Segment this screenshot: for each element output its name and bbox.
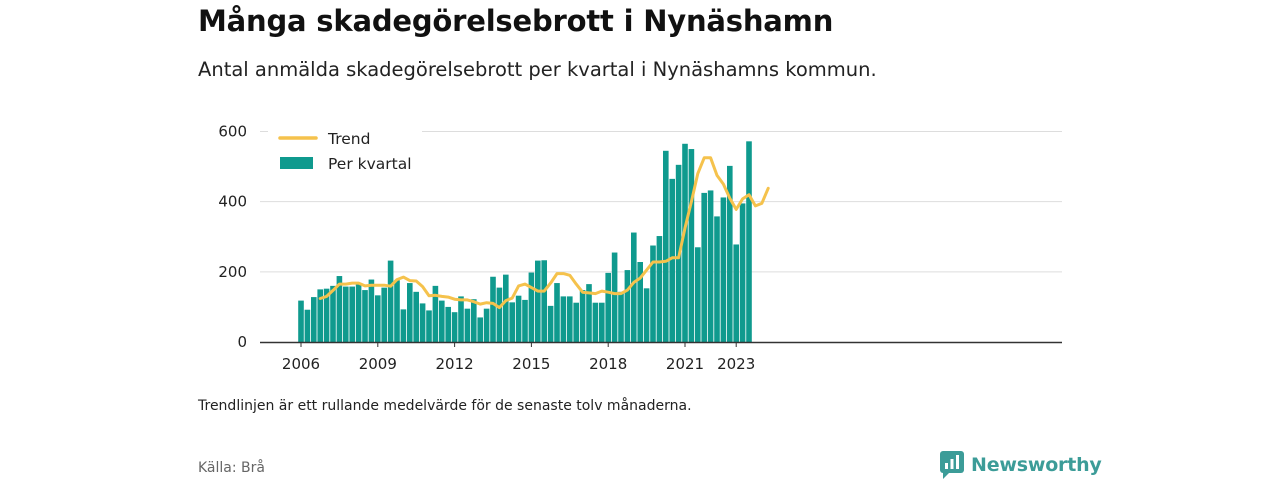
bar bbox=[688, 149, 695, 342]
bar bbox=[419, 303, 426, 342]
trend-note: Trendlinjen är ett rullande medelvärde f… bbox=[198, 398, 692, 414]
legend-bar-swatch bbox=[280, 157, 313, 169]
bar bbox=[445, 306, 451, 342]
brand-name: Newsworthy bbox=[971, 454, 1102, 476]
bar bbox=[528, 272, 535, 342]
bar bbox=[592, 302, 599, 342]
bar bbox=[387, 260, 394, 342]
x-tick-label: 2018 bbox=[589, 355, 627, 373]
x-tick-label: 2012 bbox=[436, 355, 474, 373]
bar bbox=[394, 280, 400, 342]
bar bbox=[746, 141, 752, 342]
chart-area: 0 200 400 600 2006 2009 2012 2015 2018 2021 2023 T… bbox=[218, 123, 1062, 373]
bar bbox=[464, 308, 471, 342]
bar bbox=[490, 276, 496, 342]
bar bbox=[400, 309, 407, 342]
bar bbox=[573, 302, 579, 342]
bar bbox=[368, 279, 375, 342]
bar bbox=[707, 190, 714, 342]
bar bbox=[656, 236, 663, 342]
bar bbox=[554, 283, 560, 342]
bar bbox=[330, 285, 336, 342]
bar bbox=[483, 308, 490, 342]
trend-line bbox=[318, 156, 770, 310]
bar bbox=[720, 197, 727, 342]
bar bbox=[682, 143, 688, 342]
bar bbox=[426, 310, 432, 342]
bar bbox=[727, 165, 733, 342]
bar bbox=[381, 287, 387, 342]
y-tick-label: 200 bbox=[218, 263, 247, 281]
bar bbox=[432, 285, 439, 342]
bar bbox=[375, 295, 381, 342]
bar bbox=[522, 299, 528, 342]
bar bbox=[298, 300, 304, 342]
bar bbox=[509, 302, 515, 342]
bar bbox=[560, 296, 567, 342]
bar bbox=[541, 260, 547, 342]
legend-bar-label: Per kvartal bbox=[328, 155, 412, 173]
bar bbox=[336, 276, 343, 342]
bar bbox=[362, 290, 368, 342]
chart-title: Många skadegörelsebrott i Nynäshamn bbox=[198, 4, 834, 38]
bar bbox=[451, 312, 458, 342]
y-tick-label: 0 bbox=[237, 333, 247, 351]
x-tick-label: 2023 bbox=[717, 355, 755, 373]
bar bbox=[515, 295, 522, 342]
bar bbox=[439, 300, 445, 342]
bar bbox=[535, 260, 541, 342]
bar bbox=[477, 317, 483, 342]
x-tick-label: 2006 bbox=[282, 355, 320, 373]
bar bbox=[624, 270, 631, 342]
bar bbox=[317, 289, 323, 342]
bar bbox=[413, 291, 419, 342]
bar bbox=[637, 262, 643, 342]
bar bbox=[458, 296, 464, 342]
bar bbox=[733, 244, 739, 342]
chart-subtitle: Antal anmälda skadegörelsebrott per kvar… bbox=[198, 58, 877, 81]
x-tick-label: 2009 bbox=[359, 355, 397, 373]
bar bbox=[618, 291, 624, 342]
bar bbox=[586, 284, 592, 342]
bar bbox=[496, 287, 503, 342]
bar bbox=[599, 302, 605, 342]
bar bbox=[311, 297, 317, 342]
bar bbox=[739, 203, 746, 342]
x-tick-label: 2015 bbox=[512, 355, 550, 373]
y-tick-label: 600 bbox=[218, 123, 247, 141]
bar bbox=[631, 232, 637, 342]
source-label: Källa: Brå bbox=[198, 460, 265, 476]
bar bbox=[650, 245, 656, 342]
bar bbox=[643, 288, 650, 342]
legend-trend-label: Trend bbox=[327, 130, 370, 148]
bar bbox=[349, 286, 355, 342]
legend-background bbox=[268, 126, 422, 182]
bar bbox=[714, 216, 720, 342]
bar bbox=[323, 288, 330, 342]
bar bbox=[503, 274, 509, 342]
bar bbox=[605, 272, 611, 342]
bar bbox=[567, 296, 573, 342]
bar bbox=[407, 283, 413, 342]
bar bbox=[547, 305, 554, 342]
bar bbox=[343, 286, 349, 342]
bar bbox=[663, 150, 669, 342]
bar bbox=[669, 178, 675, 342]
bar bbox=[471, 299, 477, 342]
bar bbox=[701, 192, 707, 342]
y-tick-label: 400 bbox=[218, 193, 247, 211]
bar bbox=[611, 252, 618, 342]
bar bbox=[355, 283, 362, 342]
chart-bubble-icon bbox=[940, 451, 964, 479]
bar bbox=[695, 247, 701, 342]
newsworthy-logo: Newsworthy bbox=[940, 451, 1102, 479]
bar bbox=[304, 309, 311, 342]
x-tick-label: 2021 bbox=[666, 355, 704, 373]
bar bbox=[579, 290, 586, 342]
